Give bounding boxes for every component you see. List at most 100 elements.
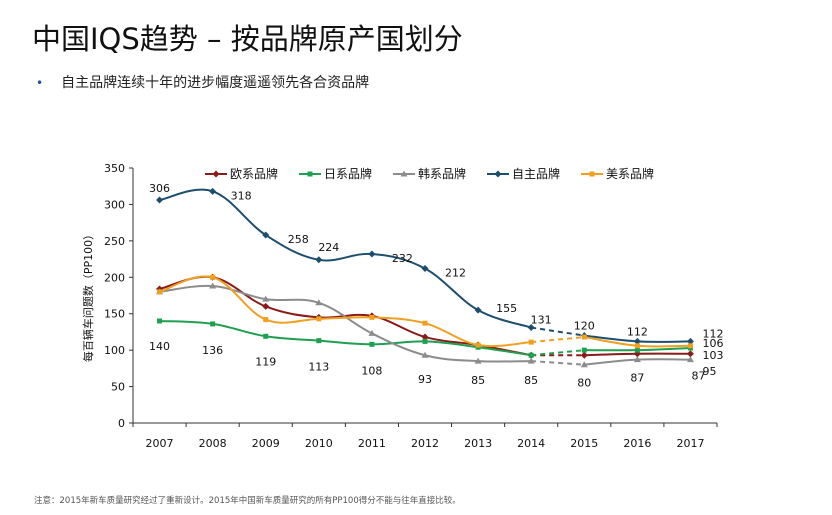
data-point [494,170,502,178]
data-point [209,282,217,289]
data-point [633,356,641,363]
data-point [527,357,535,364]
series-line [159,320,532,357]
data-point [686,350,694,358]
series-line-dashed [531,360,585,366]
data-label: 112 [627,325,648,338]
page-title: 中国IQS趋势 – 按品牌原产国划分 [32,22,463,56]
data-label: 131 [531,314,552,327]
x-tick-label: 2017 [676,437,704,450]
data-point [156,196,164,204]
y-tick-label: 50 [111,381,125,394]
data-point [368,250,376,258]
x-tick-label: 2016 [623,437,651,450]
data-point [527,324,535,332]
data-label: 120 [574,320,595,333]
data-point [209,187,217,195]
data-label: 119 [255,355,276,368]
y-tick-label: 350 [104,162,125,175]
x-tick-label: 2014 [517,437,545,450]
data-point [307,171,313,177]
data-label: 112 [702,327,723,340]
data-point [262,302,270,310]
data-point [581,347,587,353]
x-tick-label: 2009 [252,437,280,450]
bullet-text: 自主品牌连续十年的进步幅度遥遥领先各合资品牌 [61,75,370,91]
data-point [475,342,481,348]
data-label: 87 [691,370,705,383]
data-label: 80 [577,377,591,390]
data-point [157,318,163,324]
x-tick-label: 2010 [305,437,333,450]
data-label: 93 [418,373,432,386]
data-point [369,341,375,347]
data-point [369,314,375,320]
data-point [210,274,216,280]
bullet-point: • 自主品牌连续十年的进步幅度遥遥领先各合资品牌 [36,72,369,92]
data-point [686,356,694,363]
data-point [634,347,640,353]
data-label: 103 [702,349,723,362]
data-point [262,231,270,239]
series-line [159,275,532,348]
data-label: 136 [202,344,223,357]
legend-label: 韩系品牌 [418,166,466,181]
data-point [400,170,408,177]
bullet-icon: • [36,76,44,90]
data-point [421,333,429,341]
footnote: 注意：2015年新车质量研究经过了重新设计。2015年中国新车质量研究的所有PP… [34,496,461,506]
x-tick-label: 2007 [146,437,174,450]
data-label: 108 [361,364,382,377]
series-line [159,188,532,329]
data-label: 85 [524,374,538,387]
y-tick-label: 250 [104,235,125,248]
legend-label: 自主品牌 [512,167,560,181]
legend-label: 日系品牌 [324,167,372,181]
y-axis-label: 每百辆车问题数（PP100） [81,229,95,362]
series-line-dashed [531,336,585,344]
data-point [580,361,588,368]
data-label: 113 [308,361,329,374]
line-chart: 0 50 100 150 200 250 300 350 2007 2008 2009 2010 201… [81,162,723,450]
data-label: 85 [471,374,485,387]
data-point [580,351,588,359]
data-point [316,338,322,344]
data-point [474,357,482,364]
data-label: 306 [149,182,170,195]
x-tick-label: 2011 [358,437,386,450]
data-point [316,316,322,322]
data-label: 106 [702,337,723,350]
y-tick-label: 100 [104,344,125,357]
x-tick-label: 2008 [199,437,227,450]
legend-label: 美系品牌 [606,167,654,181]
data-point [422,338,428,344]
data-point [210,321,216,327]
data-point [262,295,270,302]
data-label: 232 [392,252,413,265]
data-point [263,317,269,323]
data-label: 95 [702,365,716,378]
data-label: 87 [630,372,644,385]
y-tick-label: 0 [118,417,125,430]
data-point [687,343,693,349]
y-tick-label: 200 [104,271,125,284]
data-label: 224 [318,241,339,254]
data-point [528,339,534,345]
data-point [633,337,641,345]
x-tick-label: 2015 [570,437,598,450]
data-point [212,170,220,178]
data-label: 140 [149,340,170,353]
data-point [528,352,534,358]
data-point [422,320,428,326]
data-point [315,256,323,264]
data-point [315,299,323,306]
data-label: 212 [445,267,466,280]
data-label: 318 [231,189,252,202]
data-point [474,306,482,314]
data-label: 258 [288,233,309,246]
data-label: 155 [496,302,517,315]
data-point [421,351,429,358]
data-point [686,337,694,345]
data-point [589,171,595,177]
x-tick-label: 2013 [464,437,492,450]
